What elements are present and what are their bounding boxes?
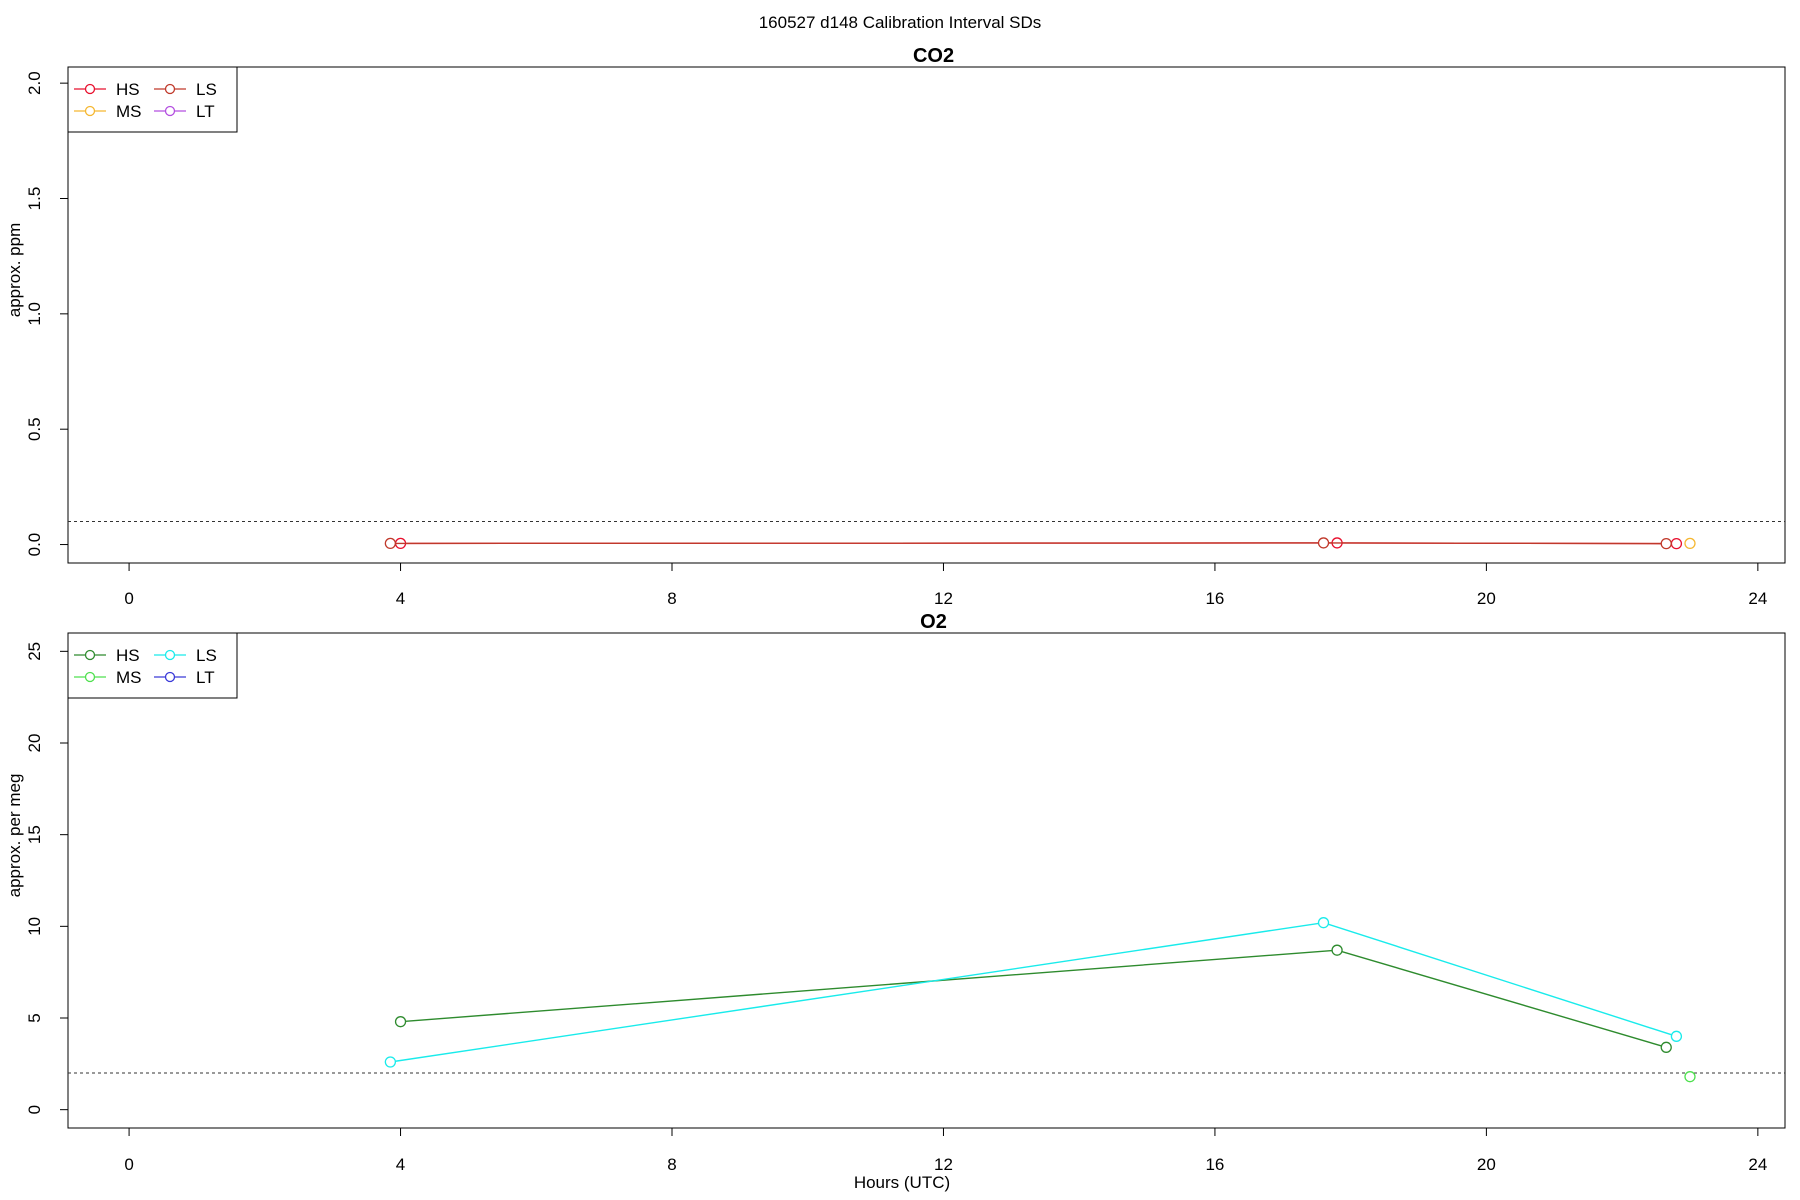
y-tick-label: 15 <box>25 825 44 844</box>
series-ls <box>384 917 1683 1068</box>
x-tick-label: 20 <box>1477 1155 1496 1174</box>
x-tick-label: 24 <box>1748 589 1767 608</box>
legend-marker <box>84 649 96 661</box>
panel-title: CO2 <box>913 45 954 67</box>
y-axis-label: approx. per meg <box>5 774 24 898</box>
y-tick-label: 20 <box>25 734 44 753</box>
data-point <box>1660 537 1672 550</box>
panel-title: O2 <box>920 611 947 633</box>
legend-label-ls: LS <box>196 80 217 99</box>
y-tick-label: 0.5 <box>25 417 44 441</box>
legend-label-hs: HS <box>116 646 140 665</box>
data-point <box>1670 1030 1683 1042</box>
data-point <box>394 1016 407 1028</box>
y-tick-label: 0.0 <box>25 533 44 557</box>
x-tick-label: 24 <box>1748 1155 1767 1174</box>
series-hs <box>394 944 1672 1053</box>
y-tick-label: 5 <box>25 1013 44 1022</box>
legend-marker <box>84 83 96 95</box>
legend-label-ls: LS <box>196 646 217 665</box>
panel-co2: CO2 0.0 0.5 1.0 1.5 2.0 approx. ppm 0 4 8 12 16 20 24… <box>5 45 1786 608</box>
y-axis-label: approx. ppm <box>5 223 24 318</box>
y-tick-label: 0 <box>25 1105 44 1114</box>
chart-panels: CO2 0.0 0.5 1.0 1.5 2.0 approx. ppm 0 4 8 12 16 20 24… <box>5 45 1786 1174</box>
y-tick-label: 1.5 <box>25 187 44 211</box>
x-tick-label: 8 <box>667 589 676 608</box>
legend-label-lt: LT <box>196 668 215 687</box>
x-axis-label: Hours (UTC) <box>854 1173 950 1192</box>
x-tick-label: 16 <box>1205 1155 1224 1174</box>
y-tick-label: 25 <box>25 642 44 661</box>
data-point <box>1317 917 1330 929</box>
panel-o2: O2 0 5 10 15 20 25 approx. per meg 0 4 8 12 16 20 24 HS… <box>5 611 1786 1174</box>
series-ms <box>1684 1071 1696 1083</box>
x-tick-label: 8 <box>667 1155 676 1174</box>
x-tick-label: 4 <box>396 589 405 608</box>
data-point <box>1684 1071 1696 1083</box>
x-tick-label: 12 <box>934 589 953 608</box>
series-ms <box>1684 537 1696 550</box>
plot-frame <box>67 632 1786 1129</box>
y-tick-label: 10 <box>25 917 44 936</box>
data-point <box>1317 537 1330 549</box>
series-line <box>390 921 1677 1063</box>
x-tick-label: 12 <box>934 1155 953 1174</box>
legend-box <box>67 632 238 699</box>
data-point <box>1684 537 1696 550</box>
figure-title: 160527 d148 Calibration Interval SDs <box>759 13 1042 32</box>
data-point <box>1670 537 1683 550</box>
legend-marker <box>84 105 96 117</box>
y-tick-label: 2.0 <box>25 71 44 95</box>
x-tick-label: 0 <box>124 589 133 608</box>
x-tick-label: 20 <box>1477 589 1496 608</box>
y-tick-label: 1.0 <box>25 302 44 326</box>
series-ls <box>384 537 1672 550</box>
legend-marker <box>84 671 96 683</box>
legend-marker <box>164 649 176 661</box>
series-line <box>390 542 1667 545</box>
legend-marker <box>164 83 176 95</box>
legend-label-ms: MS <box>116 102 142 121</box>
legend: HS MS LS LT <box>67 632 238 699</box>
legend-label-lt: LT <box>196 102 215 121</box>
data-point <box>384 1056 397 1068</box>
data-point <box>1331 944 1343 956</box>
x-tick-label: 0 <box>124 1155 133 1174</box>
legend-marker <box>164 671 176 683</box>
legend-label-hs: HS <box>116 80 140 99</box>
legend-marker <box>164 105 176 117</box>
legend-box <box>67 66 238 133</box>
x-tick-label: 16 <box>1205 589 1224 608</box>
data-point <box>1660 1041 1672 1053</box>
x-tick-label: 4 <box>396 1155 405 1174</box>
legend: HS MS LS LT <box>67 66 238 133</box>
legend-label-ms: MS <box>116 668 142 687</box>
data-point <box>384 537 397 550</box>
plot-frame <box>67 66 1786 564</box>
